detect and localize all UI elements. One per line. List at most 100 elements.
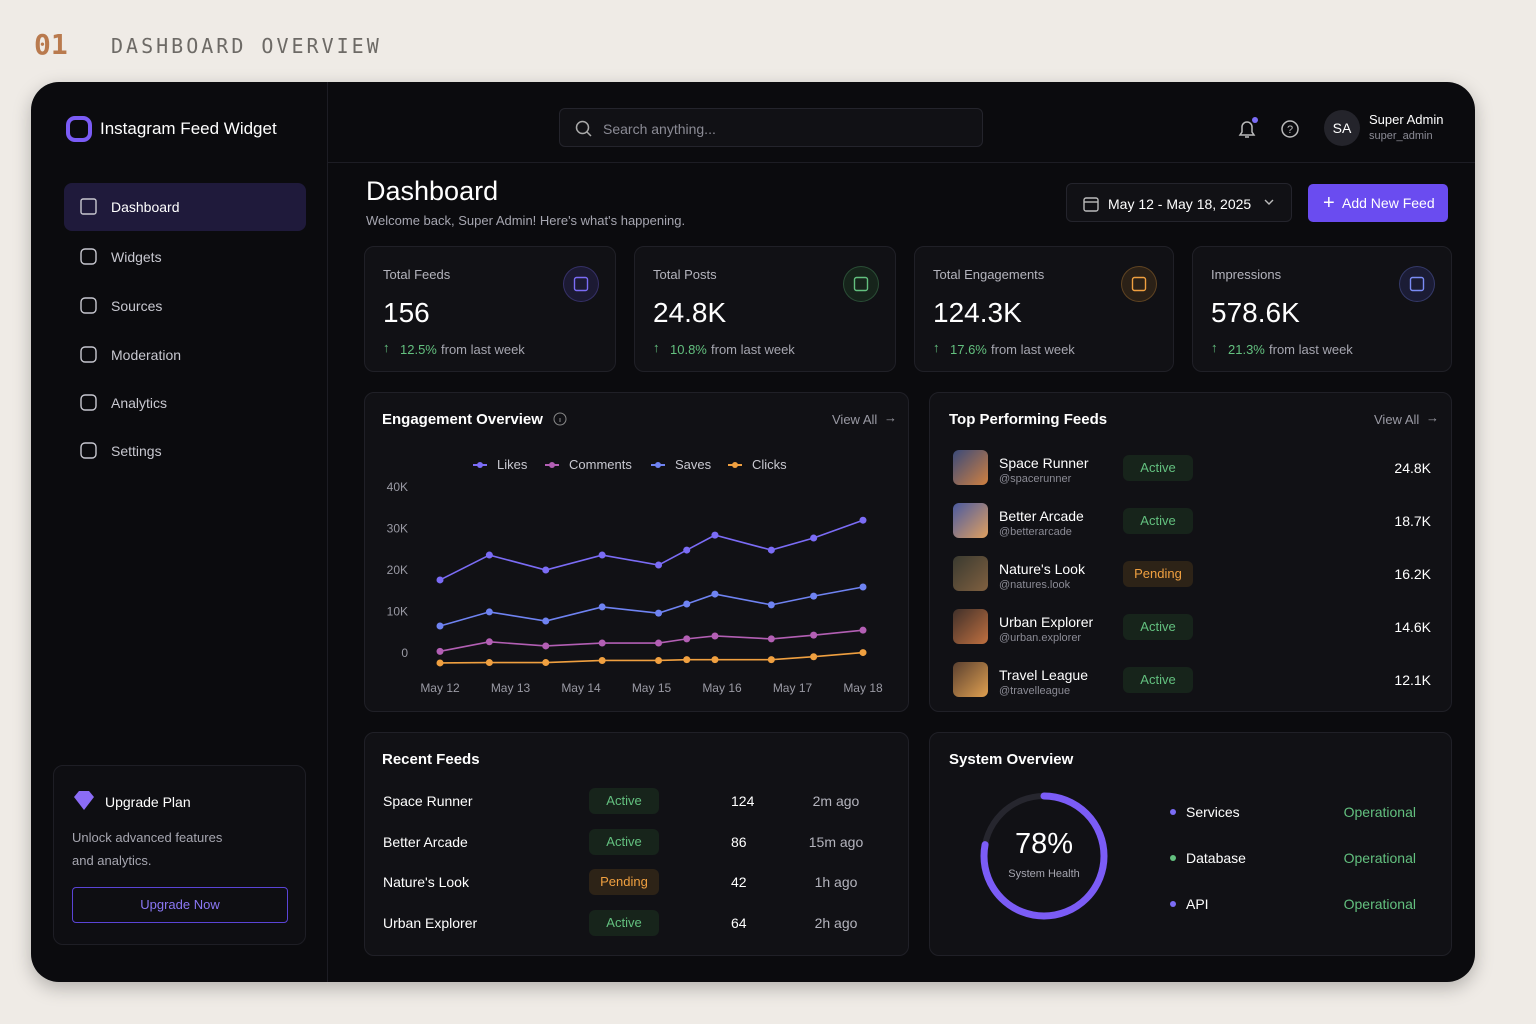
x-tick-label: May 15 [632, 681, 672, 695]
data-point [711, 531, 719, 539]
feed-value: 14.6K [1394, 619, 1431, 635]
nav-icon-shape [80, 248, 97, 265]
feed-thumbnail [953, 556, 988, 591]
stat-label: Total Posts [653, 267, 717, 282]
data-point [711, 632, 719, 640]
data-point [598, 551, 606, 559]
data-point [436, 647, 444, 655]
topbar-divider [328, 162, 1475, 163]
data-point [683, 635, 691, 643]
status-dot [1170, 855, 1176, 861]
view-all-link[interactable]: View All [832, 412, 878, 427]
data-point [542, 642, 550, 650]
nav-label: Analytics [111, 395, 168, 411]
nav-icon [80, 346, 97, 363]
plus-icon: + [1323, 192, 1335, 214]
recent-feeds-card: Recent Feeds Space Runner Active 124 2m ago… [364, 732, 909, 956]
data-point [767, 601, 775, 609]
upgrade-button[interactable]: Upgrade Now [72, 887, 288, 923]
nav-item[interactable]: Settings [64, 427, 306, 475]
legend-marker [655, 462, 661, 468]
data-point [683, 546, 691, 554]
status-dot [1170, 901, 1176, 907]
service-status: Operational [1343, 896, 1416, 912]
search-box[interactable]: Search anything... [559, 108, 983, 147]
feed-name: Better Arcade [999, 508, 1084, 524]
nav-item[interactable]: Dashboard [64, 183, 306, 231]
x-tick-label: May 16 [702, 681, 742, 695]
up-arrow: ↑ [653, 340, 660, 355]
stat-change-text: from last week [441, 342, 525, 357]
status-pill: Active [589, 910, 659, 937]
card-title: System Overview [949, 751, 1074, 768]
up-arrow: ↑ [383, 340, 390, 355]
feed-handle: @betterarcade [999, 526, 1072, 538]
data-point [683, 600, 691, 608]
feed-value: 18.7K [1394, 513, 1431, 529]
stat-card: Total Feeds 156 ↑ 12.5% from last week [364, 246, 616, 372]
updated-time: 1h ago [814, 874, 858, 891]
y-tick-label: 30K [387, 522, 408, 536]
nav-label: Sources [111, 298, 163, 314]
stat-icon-shape [573, 276, 589, 292]
nav-item[interactable]: Moderation [64, 331, 306, 379]
service-name: Services [1186, 804, 1240, 820]
data-point [767, 546, 775, 554]
nav-item[interactable]: Widgets [64, 233, 306, 281]
data-point [859, 583, 867, 591]
notification-icon[interactable] [1235, 116, 1261, 142]
stat-icon [563, 266, 599, 302]
status-pill: Active [589, 788, 659, 814]
x-tick-label: May 13 [491, 681, 531, 695]
status-dot [1170, 809, 1176, 815]
updated-time: 15m ago [808, 833, 864, 850]
nav-label: Dashboard [111, 199, 180, 215]
info-icon [553, 412, 567, 426]
legend-marker [477, 462, 483, 468]
stat-value: 156 [383, 297, 430, 328]
feed-thumbnail [953, 662, 988, 697]
stat-icon [843, 266, 879, 302]
date-picker[interactable]: May 12 - May 18, 2025 [1066, 183, 1292, 222]
data-point [859, 516, 867, 524]
status-pill: Active [1123, 614, 1193, 640]
data-point [655, 609, 663, 617]
nav-icon-shape [80, 442, 97, 459]
card-title: Engagement Overview [382, 411, 543, 428]
post-count: 86 [731, 833, 747, 850]
feed-handle: @travelleague [999, 685, 1071, 697]
view-all-link[interactable]: View All [1374, 412, 1420, 427]
health-value: 78% [1014, 828, 1074, 860]
nav-item[interactable]: Sources [64, 282, 306, 330]
feed-name: Space Runner [383, 793, 473, 809]
stat-icon-glyph [1409, 276, 1425, 292]
nav-icon-shape [80, 346, 97, 363]
nav-item[interactable]: Analytics [64, 379, 306, 427]
avatar[interactable]: SA [1324, 110, 1360, 146]
add-feed-button[interactable]: Add New Feed [1308, 184, 1448, 222]
post-count: 124 [731, 793, 755, 809]
page-title: Dashboard [366, 176, 499, 206]
stat-icon-glyph [853, 276, 869, 292]
diamond-icon [74, 791, 94, 810]
stat-card: Total Posts 24.8K ↑ 10.8% from last week [634, 246, 896, 372]
x-tick-label: May 14 [561, 681, 601, 695]
feed-value: 16.2K [1394, 566, 1431, 582]
feed-name: Urban Explorer [999, 614, 1094, 630]
feed-value: 12.1K [1394, 672, 1431, 688]
y-tick-label: 0 [401, 646, 408, 660]
updated-time: 2m ago [812, 793, 860, 809]
service-status: Operational [1343, 804, 1416, 820]
feed-name: Travel League [999, 667, 1088, 683]
x-tick-label: May 18 [843, 681, 883, 695]
stat-icon-glyph [573, 276, 589, 292]
legend-marker [732, 462, 738, 468]
nav-icon-shape [80, 198, 97, 215]
data-point [683, 656, 691, 664]
stat-value: 124.3K [933, 297, 1022, 328]
feed-value: 24.8K [1394, 460, 1431, 476]
series-line [439, 629, 864, 653]
help-icon[interactable]: ? [1279, 118, 1301, 140]
series-line [439, 586, 864, 627]
data-point [810, 653, 818, 661]
